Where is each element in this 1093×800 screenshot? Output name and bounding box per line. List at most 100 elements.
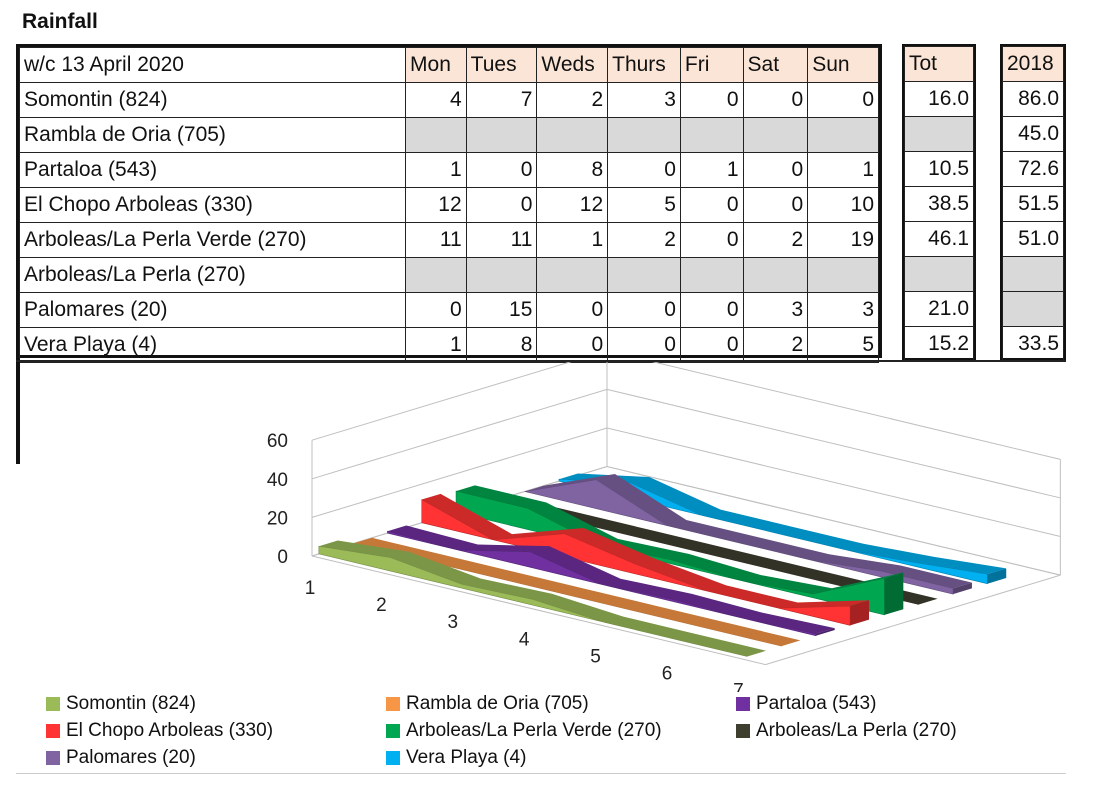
- area-front-2: [387, 530, 817, 637]
- table-header-row: w/c 13 April 2020 Mon Tues Weds Thurs Fri Sat S…: [18, 47, 879, 83]
- day-header: Fri: [679, 47, 744, 83]
- legend-swatch: [736, 724, 750, 738]
- area-top-2: [387, 525, 835, 634]
- rain-cell: 5: [807, 327, 879, 363]
- legend-label: Arboleas/La Perla (270): [756, 720, 957, 741]
- rain-cell: 8: [536, 152, 609, 188]
- gridline: [311, 362, 1061, 460]
- day-header: Weds: [536, 47, 609, 83]
- legend-swatch: [386, 751, 400, 765]
- rain-cell: 8: [465, 327, 538, 363]
- station-name: El Chopo Arboleas (330): [18, 187, 407, 223]
- area-front-7: [558, 478, 988, 585]
- legend-item: Arboleas/La Perla Verde (270): [386, 720, 662, 742]
- year-row: 51.0: [1002, 221, 1064, 257]
- rain-cell: 3: [607, 82, 681, 118]
- station-name: Partaloa (543): [18, 152, 407, 188]
- table-row: Partaloa (543) 1 0 8 0 1 0 1: [18, 152, 879, 188]
- rain-cell: 3: [807, 292, 879, 328]
- tot-row: [904, 116, 974, 152]
- y-tick-label: 0: [277, 547, 288, 568]
- table-row: Palomares (20) 0 15 0 0 0 3 3: [18, 292, 879, 328]
- rain-cell: 0: [607, 327, 681, 363]
- rain-cell: 12: [536, 187, 609, 223]
- rain-cell: [536, 117, 609, 153]
- x-tick-label: 4: [519, 629, 530, 650]
- legend-label: Rambla de Oria (705): [406, 693, 589, 714]
- area-cap-3: [850, 600, 870, 626]
- year-row: 33.5: [1002, 326, 1064, 362]
- station-name: Arboleas/La Perla (270): [18, 257, 407, 293]
- tot-row: 38.5: [904, 186, 974, 222]
- table-corner-label: w/c 13 April 2020: [18, 47, 407, 83]
- rain-cell: [536, 257, 609, 293]
- rain-cell: 0: [536, 327, 609, 363]
- rain-cell: [679, 257, 744, 293]
- tot-row: 21.0: [904, 291, 974, 327]
- rain-cell: 0: [742, 152, 809, 188]
- rain-cell: 3: [742, 292, 809, 328]
- tot-row: 15.2: [904, 326, 974, 362]
- year-cell: 86.0: [1002, 81, 1064, 117]
- rain-cell: [405, 117, 467, 153]
- day-header: Thurs: [607, 47, 681, 83]
- tot-cell: 46.1: [904, 221, 974, 257]
- rain-cell: [807, 257, 879, 293]
- year-header-row: 2018: [1002, 46, 1064, 82]
- year-row: 72.6: [1002, 151, 1064, 187]
- rain-cell: 10: [807, 187, 879, 223]
- area-front-0: [318, 545, 748, 657]
- rain-cell: 19: [807, 222, 879, 258]
- rain-cell: 0: [679, 222, 744, 258]
- legend-item: Arboleas/La Perla (270): [736, 720, 957, 742]
- day-header: Tues: [465, 47, 538, 83]
- chart-frame: 0 20 40 60 1 2 3 4 5 6 7: [16, 362, 1066, 774]
- year-cell: [1002, 291, 1064, 327]
- rain-cell: [742, 117, 809, 153]
- rain-cell: 2: [742, 327, 809, 363]
- year-cell: 72.6: [1002, 151, 1064, 187]
- rain-cell: [679, 117, 744, 153]
- y-tick-label: 40: [267, 470, 288, 491]
- legend-swatch: [46, 697, 60, 711]
- legend-item: Rambla de Oria (705): [386, 693, 589, 715]
- area-top-6: [524, 473, 972, 589]
- page-title: Rainfall: [22, 10, 98, 33]
- area-top-7: [558, 473, 1007, 575]
- rain-cell: 0: [536, 292, 609, 328]
- x-tick-label: 7: [733, 681, 744, 692]
- area-top-5: [490, 496, 938, 605]
- rain-cell: [607, 117, 681, 153]
- table-row: Arboleas/La Perla Verde (270) 11 11 1 2 0 2 19: [18, 222, 879, 258]
- rain-cell: 2: [742, 222, 809, 258]
- year-cell: 51.5: [1002, 186, 1064, 222]
- year-row: [1002, 256, 1064, 292]
- year-cell: 33.5: [1002, 326, 1064, 362]
- rain-cell: 0: [607, 152, 681, 188]
- rain-cell: 0: [679, 187, 744, 223]
- table-divider-vertical: [16, 358, 20, 464]
- rain-cell: [465, 117, 538, 153]
- rain-cell: [607, 257, 681, 293]
- tot-header: Tot: [904, 46, 974, 82]
- year-cell: 45.0: [1002, 116, 1064, 152]
- station-name: Somontin (824): [18, 82, 407, 118]
- legend-item: Partaloa (543): [736, 693, 876, 715]
- table-row: El Chopo Arboleas (330) 12 0 12 5 0 0 10: [18, 187, 879, 223]
- rain-cell: 11: [405, 222, 467, 258]
- wall-edge: [606, 466, 1061, 576]
- table-row: Rambla de Oria (705): [18, 117, 879, 153]
- legend-swatch: [46, 724, 60, 738]
- rainfall-table: w/c 13 April 2020 Mon Tues Weds Thurs Fri Sat S…: [16, 44, 882, 363]
- tot-cell: 16.0: [904, 81, 974, 117]
- day-header: Sat: [742, 47, 809, 83]
- tot-row: 46.1: [904, 221, 974, 257]
- rainfall-3d-area-chart: 0 20 40 60 1 2 3 4 5 6 7: [267, 362, 1061, 692]
- x-tick-label: 3: [448, 612, 459, 633]
- rain-cell: 1: [807, 152, 879, 188]
- tot-cell: 10.5: [904, 151, 974, 187]
- legend-label: Vera Playa (4): [406, 747, 527, 768]
- legend-label: El Chopo Arboleas (330): [66, 720, 274, 741]
- station-name: Rambla de Oria (705): [18, 117, 407, 153]
- rain-cell: 0: [807, 82, 879, 118]
